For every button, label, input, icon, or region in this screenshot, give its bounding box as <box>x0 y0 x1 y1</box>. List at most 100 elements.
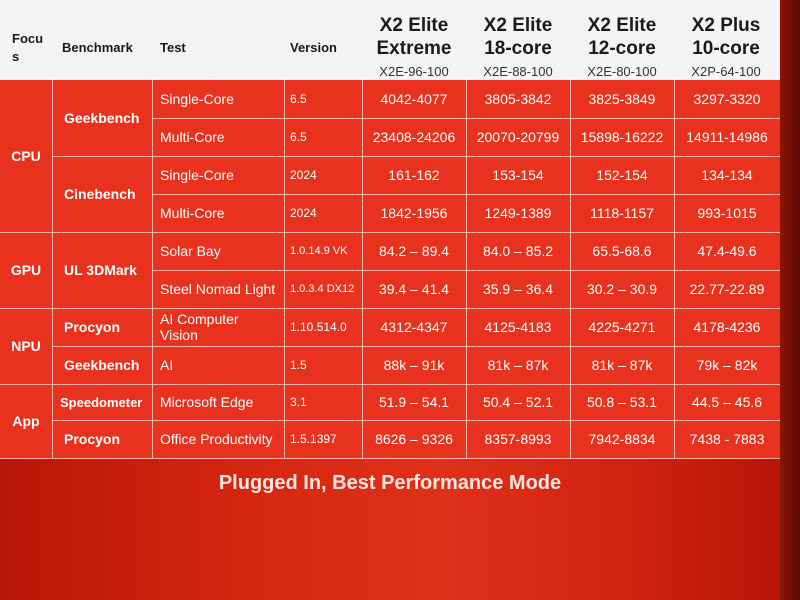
score-cell: 1118-1157 <box>590 205 654 221</box>
score-cell: 4225-4271 <box>588 319 656 335</box>
version-label: 1.0.3.4 DX12 <box>290 283 355 295</box>
table-header <box>0 0 780 80</box>
row-divider <box>0 458 780 459</box>
benchmark-label: Speedometer <box>60 394 143 410</box>
header-model-sku: X2E-80-100 <box>587 64 657 79</box>
focus-label-gpu: GPU <box>10 262 42 278</box>
test-label: Solar Bay <box>160 243 221 259</box>
version-label: 2024 <box>290 168 317 182</box>
version-label: 6.5 <box>290 130 307 144</box>
score-cell: 8626 – 9326 <box>375 431 453 447</box>
benchmark-label: Procyon <box>64 319 121 335</box>
row-divider <box>152 194 780 195</box>
score-cell: 134-134 <box>701 167 753 183</box>
score-cell: 47.4-49.6 <box>697 243 757 259</box>
header-model-name: X2 Elite 12-core <box>587 15 657 59</box>
footer-caption: Plugged In, Best Performance Mode <box>0 472 800 495</box>
column-divider <box>466 80 467 458</box>
benchmark-label: UL 3DMark <box>64 262 137 278</box>
test-label: Single-Core <box>160 91 234 107</box>
screen-bezel <box>780 0 800 600</box>
header-model-name: X2 Elite 18-core <box>483 15 553 59</box>
footer-caption-text: Plugged In, Best Performance Mode <box>218 472 562 494</box>
score-cell: 84.0 – 85.2 <box>482 243 554 259</box>
score-cell: 81k – 87k <box>591 357 653 373</box>
row-divider <box>52 346 780 347</box>
score-cell: 14911-14986 <box>686 129 768 145</box>
score-cell: 7438 - 7883 <box>689 431 765 447</box>
score-cell: 88k – 91k <box>383 357 445 373</box>
score-cell: 4178-4236 <box>693 319 761 335</box>
score-cell: 3805-3842 <box>484 91 552 107</box>
header-focus: Focus <box>12 31 44 64</box>
score-cell: 23408-24206 <box>372 129 456 145</box>
score-cell: 8357-8993 <box>484 431 552 447</box>
score-cell: 81k – 87k <box>487 357 549 373</box>
row-divider <box>52 156 780 157</box>
benchmark-table <box>0 80 780 458</box>
row-divider <box>152 118 780 119</box>
row-divider <box>0 384 780 385</box>
test-label: Steel Nomad Light <box>160 281 276 297</box>
score-cell: 35.9 – 36.4 <box>482 281 554 297</box>
version-label: 1.5.1397 <box>290 432 337 446</box>
column-divider <box>674 80 675 458</box>
test-label: Single-Core <box>160 167 234 183</box>
focus-label-app: App <box>12 413 40 429</box>
header-benchmark: Benchmark <box>62 40 133 55</box>
header-model-name: X2 Elite Extreme <box>376 15 452 59</box>
test-label: Multi-Core <box>160 205 225 221</box>
score-cell: 84.2 – 89.4 <box>378 243 450 259</box>
version-label: 6.5 <box>290 92 307 106</box>
test-label: AI <box>160 357 174 373</box>
score-cell: 152-154 <box>596 167 648 183</box>
score-cell: 50.4 – 52.1 <box>482 394 554 410</box>
version-label: 1.5 <box>290 358 307 372</box>
row-divider <box>152 270 780 271</box>
row-divider <box>0 232 780 233</box>
focus-label-npu: NPU <box>11 338 41 354</box>
version-label: 3.1 <box>290 395 307 409</box>
header-model-sku: X2E-88-100 <box>483 64 553 79</box>
score-cell: 153-154 <box>492 167 544 183</box>
column-divider <box>362 80 363 458</box>
score-cell: 1249-1389 <box>484 205 552 221</box>
version-label: 1.10.514.0 <box>290 320 347 334</box>
benchmark-label: Cinebench <box>64 186 136 202</box>
test-label: AI Computer Vision <box>160 311 239 343</box>
test-label: Multi-Core <box>160 129 225 145</box>
score-cell: 15898-16222 <box>580 129 664 145</box>
version-label: 2024 <box>290 206 317 220</box>
column-divider <box>152 80 153 458</box>
column-divider <box>570 80 571 458</box>
test-label: Office Productivity <box>160 431 273 447</box>
column-divider <box>52 80 53 458</box>
header-model-sku: X2P-64-100 <box>691 64 761 79</box>
score-cell: 993-1015 <box>697 205 757 221</box>
focus-label-cpu: CPU <box>11 148 41 164</box>
row-divider <box>0 308 780 309</box>
score-cell: 3825-3849 <box>588 91 656 107</box>
version-label: 1.0.14.9 VK <box>290 245 348 257</box>
score-cell: 50.8 – 53.1 <box>586 394 658 410</box>
test-label: Microsoft Edge <box>160 394 254 410</box>
score-cell: 39.4 – 41.4 <box>378 281 450 297</box>
benchmark-label: Geekbench <box>64 110 140 126</box>
score-cell: 4042-4077 <box>380 91 448 107</box>
score-cell: 4312-4347 <box>380 319 448 335</box>
score-cell: 3297-3320 <box>693 91 761 107</box>
score-cell: 65.5-68.6 <box>592 243 652 259</box>
header-version: Version <box>290 40 337 55</box>
score-cell: 4125-4183 <box>484 319 552 335</box>
header-model-name: X2 Plus 10-core <box>691 15 761 59</box>
column-divider <box>284 80 285 458</box>
score-cell: 44.5 – 45.6 <box>691 394 763 410</box>
score-cell: 51.9 – 54.1 <box>378 394 450 410</box>
score-cell: 20070-20799 <box>476 129 560 145</box>
score-cell: 79k – 82k <box>696 357 758 373</box>
score-cell: 161-162 <box>388 167 440 183</box>
benchmark-label: Procyon <box>64 431 121 447</box>
score-cell: 30.2 – 30.9 <box>586 281 658 297</box>
header-model-sku: X2E-96-100 <box>379 64 449 79</box>
benchmark-label: Geekbench <box>64 357 140 373</box>
